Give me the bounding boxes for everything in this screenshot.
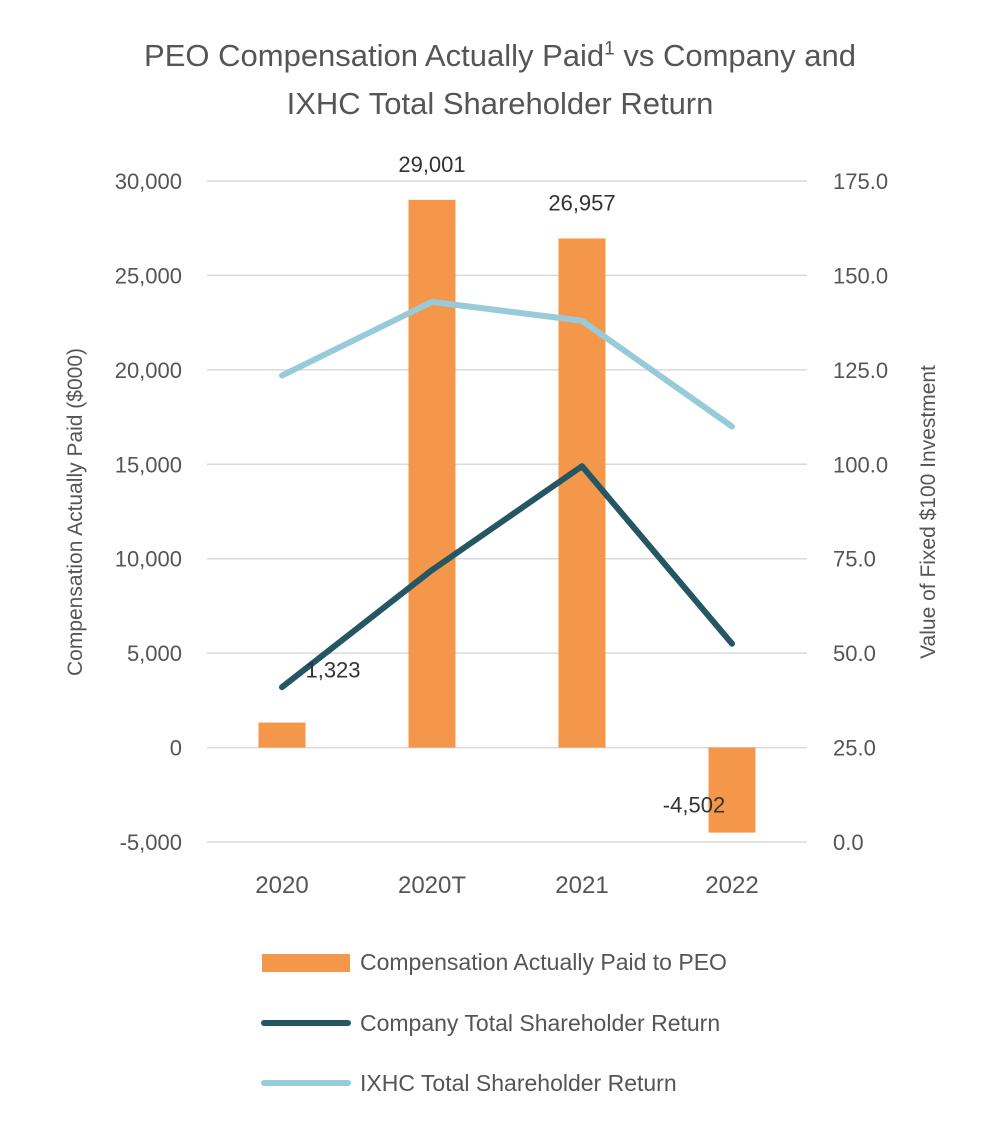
series-line bbox=[279, 298, 735, 430]
legend-label: IXHC Total Shareholder Return bbox=[360, 1070, 677, 1096]
chart-title-line-1: PEO Compensation Actually Paid1 vs Compa… bbox=[0, 38, 1000, 74]
bar bbox=[408, 199, 456, 748]
gridlines bbox=[207, 180, 807, 843]
y-left-axis-title: Compensation Actually Paid ($000) bbox=[64, 348, 87, 676]
y-left-tick-label: 15,000 bbox=[115, 452, 182, 477]
y-right-tick-label: 25.0 bbox=[833, 736, 876, 761]
x-tick-label: 2021 bbox=[555, 872, 608, 899]
chart-title-suffix: vs Company and bbox=[614, 38, 856, 73]
chart-title-footnote-marker: 1 bbox=[604, 38, 615, 60]
x-tick-label: 2020 bbox=[255, 872, 308, 899]
bar-data-label: 29,001 bbox=[398, 152, 465, 177]
series-line bbox=[279, 463, 735, 691]
chart-title-main: PEO Compensation Actually Paid bbox=[144, 38, 605, 73]
y-right-tick-label: 75.0 bbox=[833, 547, 876, 572]
y-right-tick-label: 125.0 bbox=[833, 358, 888, 383]
bar-data-label: 1,323 bbox=[305, 658, 360, 683]
bar bbox=[708, 747, 756, 833]
y-left-tick-label: 0 bbox=[170, 736, 182, 761]
chart-title-line-2: IXHC Total Shareholder Return bbox=[286, 86, 714, 121]
y-left-tick-label: 5,000 bbox=[127, 641, 182, 666]
legend-label: Company Total Shareholder Return bbox=[360, 1010, 720, 1036]
y-right-tick-label: 50.0 bbox=[833, 641, 876, 666]
bar bbox=[558, 238, 606, 748]
bar bbox=[258, 722, 306, 748]
y-right-tick-label: 0.0 bbox=[833, 830, 864, 855]
y-left-tick-label: 30,000 bbox=[115, 169, 182, 194]
x-tick-label: 2020T bbox=[398, 872, 466, 899]
y-left-tick-label: 10,000 bbox=[115, 547, 182, 572]
y-left-tick-label: 25,000 bbox=[115, 263, 182, 288]
data-labels: 1,323 29,001 26,957 -4,502 bbox=[305, 152, 725, 818]
legend: Compensation Actually Paid to PEO Company… bbox=[261, 949, 727, 1096]
y-right-tick-label: 175.0 bbox=[833, 169, 888, 194]
axes: 30,000 25,000 20,000 15,000 10,000 5,000 0 -5,0… bbox=[64, 169, 940, 899]
legend-label: Compensation Actually Paid to PEO bbox=[360, 949, 727, 975]
bar-data-label: -4,502 bbox=[663, 793, 725, 818]
y-left-tick-label: -5,000 bbox=[120, 830, 182, 855]
line-series bbox=[279, 298, 735, 691]
legend-swatch-bar bbox=[262, 954, 350, 972]
x-tick-label: 2022 bbox=[705, 872, 758, 899]
y-left-tick-label: 20,000 bbox=[115, 358, 182, 383]
y-right-tick-label: 100.0 bbox=[833, 452, 888, 477]
y-right-tick-label: 150.0 bbox=[833, 263, 888, 288]
bar-data-label: 26,957 bbox=[548, 190, 615, 215]
y-right-axis-title: Value of Fixed $100 Investment bbox=[917, 365, 940, 659]
